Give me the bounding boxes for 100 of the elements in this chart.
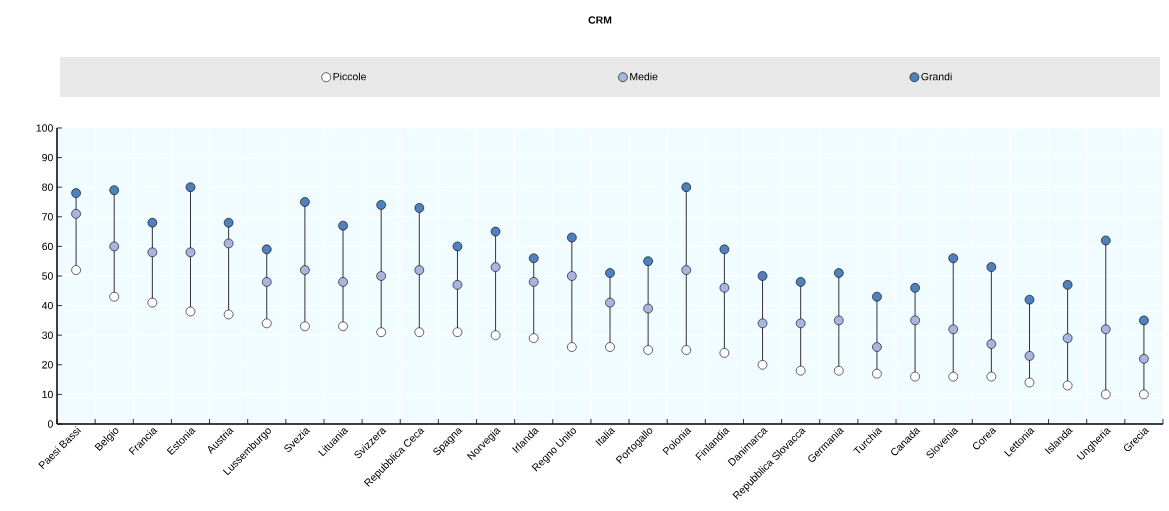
- point: [605, 268, 615, 278]
- point: [757, 359, 768, 370]
- point: [414, 203, 425, 213]
- point: [757, 271, 768, 281]
- point: [681, 182, 692, 192]
- point: [300, 265, 310, 275]
- y-tick-label: 60: [42, 242, 53, 251]
- point: [452, 327, 463, 338]
- point: [719, 283, 730, 293]
- point: [376, 271, 386, 281]
- y-tick-label: 40: [41, 301, 53, 310]
- point: [643, 345, 653, 355]
- point: [185, 247, 196, 258]
- point: [1139, 389, 1149, 400]
- point: [643, 303, 653, 314]
- point: [376, 200, 386, 210]
- point: [414, 327, 425, 338]
- point: [261, 277, 272, 287]
- point: [795, 365, 806, 376]
- point: [109, 241, 120, 252]
- y-tick-label: 0: [47, 420, 53, 428]
- point: [109, 291, 120, 302]
- point: [872, 368, 882, 379]
- point: [605, 342, 615, 352]
- point: [1024, 377, 1035, 388]
- point: [490, 226, 501, 237]
- point: [452, 280, 463, 290]
- point: [528, 333, 539, 343]
- point: [528, 253, 539, 264]
- point: [300, 197, 310, 207]
- point: [338, 321, 348, 332]
- point: [1100, 324, 1111, 335]
- point: [1062, 333, 1073, 343]
- point: [147, 217, 158, 228]
- y-tick-label: 70: [42, 213, 53, 221]
- point: [795, 318, 806, 329]
- point: [1100, 389, 1111, 400]
- point: [1062, 280, 1073, 290]
- point: [948, 324, 959, 335]
- point: [834, 365, 844, 376]
- point: [223, 238, 234, 249]
- point: [1024, 351, 1035, 361]
- point: [490, 262, 501, 272]
- point: [338, 220, 348, 231]
- point: [71, 188, 81, 198]
- point: [643, 256, 653, 266]
- point: [567, 342, 577, 352]
- point: [757, 318, 768, 329]
- point: [719, 244, 730, 255]
- point: [1139, 315, 1149, 326]
- point: [872, 342, 882, 352]
- y-tick-label: 30: [42, 331, 53, 339]
- chart-title: CRM: [588, 16, 612, 24]
- legend-label: Grandi: [921, 72, 952, 81]
- point: [681, 345, 692, 355]
- point: [452, 241, 463, 252]
- point: [261, 318, 272, 329]
- legend-label: Piccole: [333, 72, 366, 81]
- point: [986, 371, 997, 382]
- point: [605, 297, 615, 308]
- point: [185, 182, 196, 192]
- point: [910, 283, 920, 293]
- point: [185, 306, 196, 317]
- point: [948, 371, 959, 382]
- point: [1024, 294, 1035, 305]
- legend-label: Medie: [630, 72, 658, 81]
- point: [834, 315, 844, 326]
- y-tick-label: 20: [42, 361, 53, 369]
- point: [147, 247, 158, 258]
- point: [1139, 354, 1149, 364]
- point: [567, 232, 577, 243]
- point: [376, 327, 386, 338]
- point: [719, 348, 730, 358]
- y-tick-label: 90: [42, 153, 53, 162]
- point: [261, 244, 272, 255]
- point: [528, 277, 539, 287]
- point: [948, 253, 959, 264]
- point: [71, 265, 81, 275]
- point: [681, 265, 692, 275]
- point: [986, 262, 997, 272]
- point: [795, 277, 806, 287]
- point: [986, 339, 997, 349]
- point: [1062, 380, 1073, 391]
- point: [490, 330, 501, 340]
- y-tick-label: 100: [36, 124, 53, 132]
- point: [223, 309, 234, 320]
- point: [338, 277, 348, 287]
- point: [910, 371, 920, 382]
- y-tick-label: 80: [42, 183, 53, 191]
- point: [414, 265, 425, 275]
- point: [223, 217, 234, 228]
- point: [147, 297, 158, 308]
- point: [71, 209, 81, 219]
- y-tick-label: 10: [42, 390, 53, 399]
- point: [109, 185, 120, 195]
- point: [910, 315, 920, 326]
- point: [567, 271, 577, 281]
- point: [834, 268, 844, 278]
- point: [872, 291, 882, 302]
- point: [1100, 235, 1111, 246]
